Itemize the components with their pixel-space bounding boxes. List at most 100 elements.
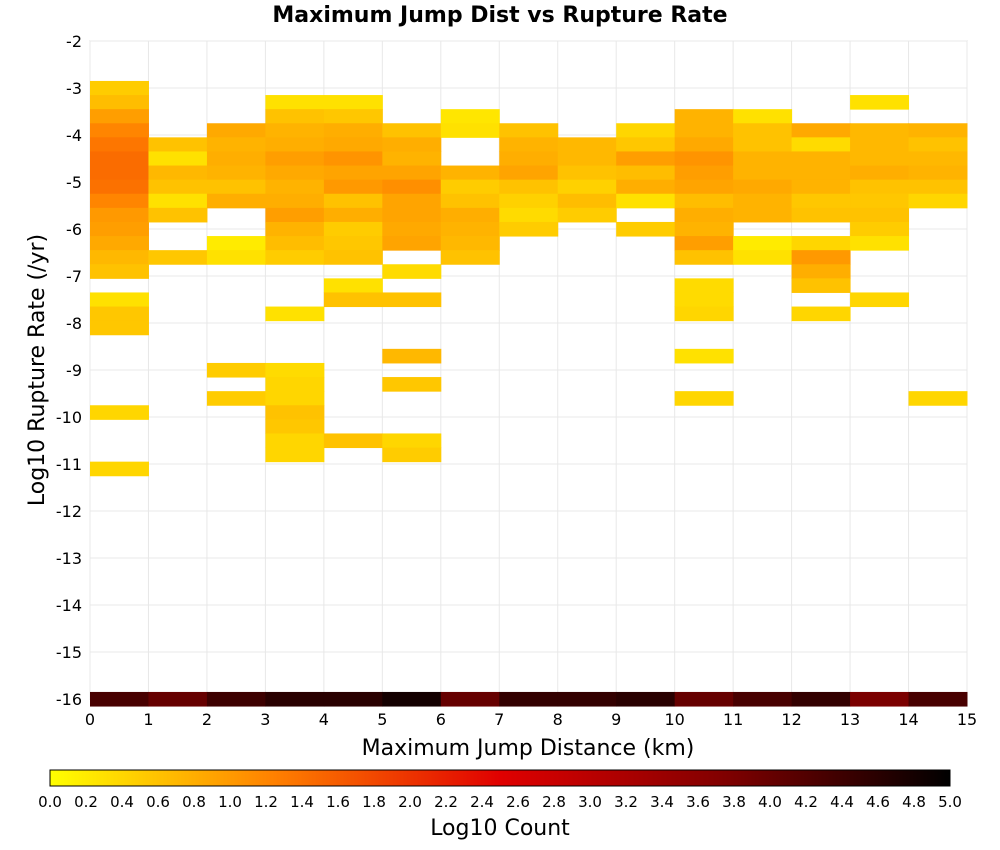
heatmap-cell: [908, 179, 968, 195]
heatmap-cell: [499, 151, 559, 167]
heatmap-cell: [90, 461, 149, 477]
heatmap-cell: [499, 137, 559, 152]
heatmap-cell: [90, 151, 149, 167]
x-tick-label: 7: [494, 710, 504, 729]
heatmap-cell: [323, 433, 383, 449]
heatmap-cell: [499, 691, 559, 707]
heatmap-cell: [265, 179, 325, 195]
colorbar-tick-label: 3.4: [650, 793, 674, 811]
x-tick-label: 3: [260, 710, 270, 729]
colorbar-tick-label: 0.6: [146, 793, 170, 811]
heatmap-cell: [850, 193, 910, 209]
heatmap-cell: [674, 109, 734, 124]
heatmap-cell: [382, 151, 442, 167]
heatmap-cell: [908, 123, 968, 138]
heatmap-cell: [850, 179, 910, 195]
colorbar-tick-label: 0.0: [38, 793, 62, 811]
heatmap-cell: [265, 391, 325, 406]
y-axis-label: Log10 Rupture Rate (/yr): [25, 234, 50, 506]
y-tick-label: -11: [56, 455, 82, 474]
heatmap-cell: [616, 151, 676, 167]
heatmap-cell: [791, 137, 851, 152]
heatmap-cell: [206, 236, 266, 251]
heatmap-cell: [90, 109, 149, 124]
heatmap-cell: [733, 165, 793, 181]
heatmap-cell: [557, 207, 617, 223]
y-axis-ticks: -2 -3 -4 -5 -6 -7 -8 -9 -10 -11 -12 -13 -14 -15 -16: [56, 32, 82, 709]
x-tick-label: 15: [957, 710, 977, 729]
heatmap-cell: [733, 109, 793, 124]
y-tick-label: -10: [56, 408, 82, 427]
heatmap-cell: [265, 165, 325, 181]
heatmap-cell: [265, 109, 325, 124]
heatmap-cell: [206, 193, 266, 209]
y-tick-label: -12: [56, 502, 82, 521]
heatmap-cell: [323, 250, 383, 265]
heatmap-cell: [265, 236, 325, 251]
heatmap-cell: [90, 250, 149, 265]
heatmap-cell: [323, 151, 383, 167]
heatmap-cell: [265, 193, 325, 209]
colorbar-tick-label: 3.0: [578, 793, 602, 811]
heatmap-cell: [323, 109, 383, 124]
heatmap-cell: [733, 137, 793, 152]
heatmap-cell: [323, 95, 383, 110]
heatmap-cell: [90, 264, 149, 279]
heatmap-cell: [440, 207, 500, 223]
heatmap-cell: [499, 123, 559, 138]
colorbar-tick-label: 0.8: [182, 793, 206, 811]
x-tick-label: 10: [664, 710, 684, 729]
x-tick-label: 8: [553, 710, 563, 729]
heatmap-cell: [616, 221, 676, 237]
heatmap-cell: [557, 151, 617, 167]
x-axis-label: Maximum Jump Distance (km): [362, 736, 695, 761]
heatmap-cell: [791, 151, 851, 167]
heatmap-cell: [148, 137, 208, 152]
colorbar-tick-label: 4.2: [794, 793, 818, 811]
heatmap-cell: [733, 236, 793, 251]
heatmap-cell: [499, 179, 559, 195]
colorbar: [49, 769, 951, 787]
colorbar-tick-label: 4.0: [758, 793, 782, 811]
heatmap-cell: [265, 123, 325, 138]
heatmap-cell: [90, 137, 149, 152]
heatmap-cell: [733, 250, 793, 265]
colorbar-tick-label: 4.8: [902, 793, 926, 811]
colorbar-tick-label: 2.4: [470, 793, 494, 811]
heatmap-cell: [90, 320, 149, 336]
colorbar-tick-label: 4.4: [830, 793, 854, 811]
heatmap-cell: [206, 151, 266, 167]
y-tick-label: -6: [66, 220, 82, 239]
heatmap-cell: [674, 151, 734, 167]
colorbar-tick-label: 3.6: [686, 793, 710, 811]
heatmap-cell: [616, 179, 676, 195]
heatmap-cell: [323, 292, 383, 308]
heatmap-cell: [265, 447, 325, 463]
heatmap-cell: [440, 193, 500, 209]
heatmap-cell: [206, 250, 266, 265]
heatmap-cell: [206, 691, 266, 707]
heatmap-cell: [148, 179, 208, 195]
heatmap-cell: [557, 691, 617, 707]
heatmap-cell: [674, 137, 734, 152]
heatmap-cell: [850, 137, 910, 152]
heatmap-cell: [674, 348, 734, 364]
colorbar-tick-label: 2.8: [542, 793, 566, 811]
heatmap-cell: [791, 250, 851, 265]
heatmap-cell: [90, 123, 149, 138]
x-axis-ticks: 0 1 2 3 4 5 6 7 8 9 10 11 12 13 14 15: [85, 710, 977, 729]
x-tick-label: 2: [202, 710, 212, 729]
heatmap-cell: [148, 165, 208, 181]
colorbar-tick-label: 2.6: [506, 793, 530, 811]
heatmap-cell: [499, 193, 559, 209]
heatmap-cell: [90, 292, 149, 308]
heatmap-cell: [265, 377, 325, 392]
y-tick-label: -13: [56, 549, 82, 568]
y-tick-label: -2: [66, 32, 82, 51]
x-tick-label: 11: [723, 710, 743, 729]
heatmap-cell: [206, 391, 266, 406]
heatmap-cells: [90, 80, 968, 707]
heatmap-cell: [206, 165, 266, 181]
heatmap-cell: [323, 236, 383, 251]
colorbar-tick-label: 1.6: [326, 793, 350, 811]
